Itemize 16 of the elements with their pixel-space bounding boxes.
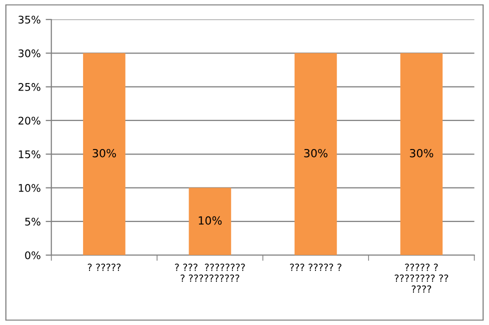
y-tick-label: 30% [18, 49, 40, 58]
y-tick-label: 15% [18, 150, 40, 158]
y-tick-label: 0% [25, 251, 40, 260]
x-tick-label: ? ????? [88, 264, 121, 271]
x-tick-label: ? ??? ???????? ? ?????????? [175, 264, 245, 282]
data-label: 30% [410, 148, 434, 158]
y-tick-label: 25% [18, 83, 40, 91]
y-tick-label: 35% [18, 16, 40, 24]
data-label: 30% [92, 148, 116, 158]
y-tick-label: 5% [25, 218, 40, 226]
y-tick-label: 20% [18, 116, 40, 125]
y-tick-label: 10% [18, 184, 40, 192]
data-label: 10% [198, 216, 222, 225]
x-tick-label: ??? ????? ? [290, 264, 342, 271]
x-tick-label: ????? ? ???????? ?? ???? [394, 264, 448, 293]
data-label: 30% [304, 148, 328, 158]
